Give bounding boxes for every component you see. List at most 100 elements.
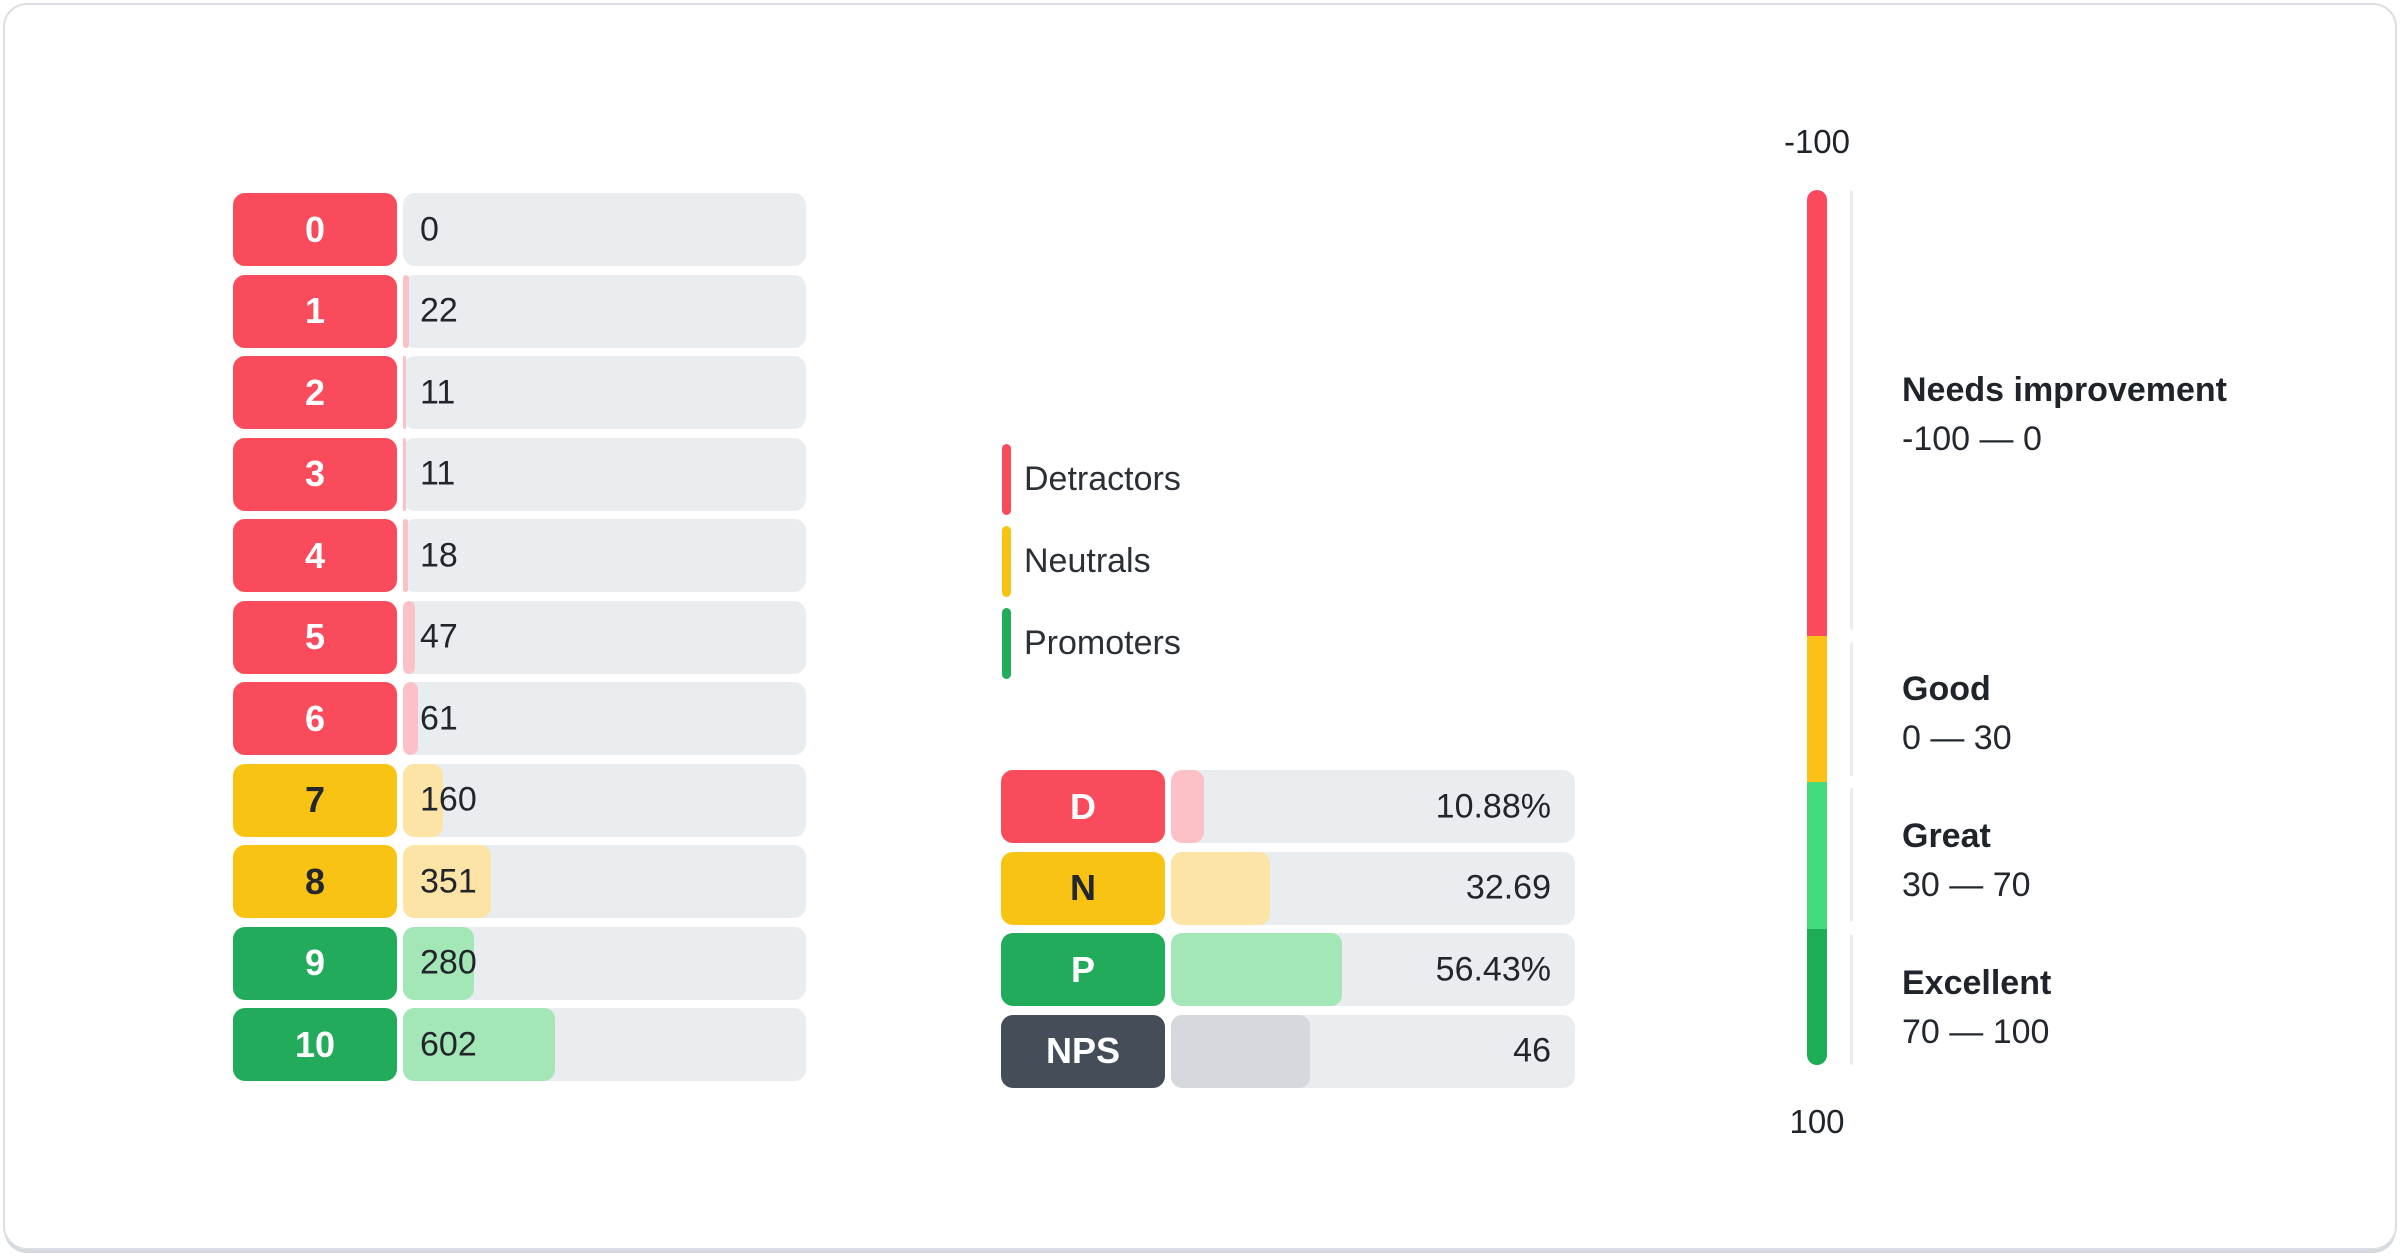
gauge-zone-label-excellent: Excellent 70 — 100 (1902, 959, 2051, 1057)
score-track-1: 22 (403, 274, 806, 348)
score-count-9: 280 (420, 943, 477, 982)
gauge-zone-label-great: Great 30 — 70 (1902, 812, 2031, 910)
legend-label-neutrals: Neutrals (1024, 542, 1151, 580)
summary-row-neutrals: N 32.69 (1001, 851, 1575, 925)
neutrals-value: 32.69 (1465, 868, 1551, 907)
score-row-2: 2 11 (233, 356, 806, 429)
neutrals-chip[interactable]: N (1001, 851, 1165, 925)
score-track-0: 0 (403, 193, 806, 266)
detractors-value: 10.88% (1435, 787, 1551, 825)
score-row-4: 4 18 (233, 519, 806, 592)
promoters-swatch-icon (1002, 608, 1011, 679)
score-chip-9[interactable]: 9 (233, 926, 397, 1000)
score-chip-10[interactable]: 10 (233, 1008, 397, 1081)
nps-fill (1171, 1014, 1311, 1088)
score-chip-1[interactable]: 1 (233, 274, 397, 348)
promoters-value: 56.43% (1435, 950, 1551, 988)
score-row-8: 8 351 (233, 845, 806, 918)
score-count-8: 351 (420, 862, 477, 900)
score-row-6: 6 61 (233, 682, 806, 755)
zone-title: Needs improvement (1902, 371, 2227, 409)
score-track-7: 160 (403, 763, 806, 837)
gauge-max-label: 100 (1789, 1103, 1845, 1140)
score-track-4: 18 (403, 519, 806, 592)
gauge-zone-label-needs-improvement: Needs improvement -100 — 0 (1902, 366, 2227, 464)
zone-title: Great (1902, 817, 1991, 855)
score-track-6: 61 (403, 682, 806, 755)
gauge-axis-segment (1850, 190, 1853, 630)
score-count-6: 61 (420, 699, 458, 737)
detractors-chip[interactable]: D (1001, 770, 1165, 843)
score-track-5: 47 (403, 600, 806, 674)
zone-range: 0 — 30 (1902, 719, 2012, 757)
legend-item-detractors[interactable]: Detractors (1002, 443, 1181, 516)
gauge-zone-needs-improvement (1807, 190, 1827, 637)
score-count-1: 22 (420, 291, 458, 330)
zone-title: Good (1902, 670, 1991, 708)
gauge-zone-good (1807, 636, 1827, 783)
zone-range: 30 — 70 (1902, 866, 2031, 904)
legend-item-neutrals[interactable]: Neutrals (1002, 525, 1181, 598)
score-row-1: 1 22 (233, 274, 806, 348)
score-chip-0[interactable]: 0 (233, 193, 397, 266)
summary-chart: D 10.88% N 32.69 P 56.43% NPS 46 (1001, 770, 1575, 1088)
score-count-4: 18 (420, 536, 458, 574)
promoters-track: 56.43% (1171, 933, 1575, 1006)
neutrals-swatch-icon (1002, 526, 1011, 597)
score-fill-2 (403, 356, 406, 429)
score-fill-6 (403, 682, 419, 755)
score-track-2: 11 (403, 356, 806, 429)
score-chip-3[interactable]: 3 (233, 437, 397, 511)
score-fill-1 (403, 274, 409, 348)
score-chip-8[interactable]: 8 (233, 845, 397, 918)
score-chip-5[interactable]: 5 (233, 600, 397, 674)
summary-row-promoters: P 56.43% (1001, 933, 1575, 1006)
score-count-3: 11 (420, 454, 456, 493)
score-row-0: 0 0 (233, 193, 806, 266)
zone-title: Excellent (1902, 964, 2052, 1002)
score-track-10: 602 (403, 1008, 806, 1081)
nps-value: 46 (1513, 1031, 1551, 1070)
score-count-10: 602 (420, 1025, 477, 1063)
score-fill-8 (403, 845, 492, 918)
score-row-3: 3 11 (233, 437, 806, 511)
legend-label-detractors: Detractors (1024, 460, 1181, 498)
score-fill-7 (403, 763, 444, 837)
score-count-0: 0 (420, 210, 439, 248)
gauge-axis-segment (1850, 788, 1853, 922)
score-chip-4[interactable]: 4 (233, 519, 397, 592)
score-row-5: 5 47 (233, 600, 806, 674)
score-count-2: 11 (420, 373, 456, 411)
score-count-7: 160 (420, 780, 477, 819)
score-chip-6[interactable]: 6 (233, 682, 397, 755)
score-chip-7[interactable]: 7 (233, 763, 397, 837)
gauge-min-label: -100 (1783, 123, 1851, 160)
detractors-swatch-icon (1002, 444, 1011, 515)
gauge-axis-segment (1850, 934, 1853, 1065)
gauge-zone-great (1807, 782, 1827, 929)
score-track-3: 11 (403, 437, 806, 511)
nps-track: 46 (1171, 1014, 1575, 1088)
score-chip-2[interactable]: 2 (233, 356, 397, 429)
detractors-fill (1171, 770, 1204, 843)
summary-row-detractors: D 10.88% (1001, 770, 1575, 843)
neutrals-fill (1171, 851, 1271, 925)
score-distribution-chart: 0 0 1 22 2 11 3 11 (233, 193, 806, 1081)
legend: Detractors Neutrals Promoters (1002, 443, 1181, 680)
score-track-9: 280 (403, 926, 806, 1000)
nps-chip[interactable]: NPS (1001, 1014, 1165, 1088)
score-track-8: 351 (403, 845, 806, 918)
score-fill-9 (403, 926, 474, 1000)
score-row-10: 10 602 (233, 1008, 806, 1081)
score-row-7: 7 160 (233, 763, 806, 837)
score-fill-10 (403, 1008, 555, 1081)
promoters-chip[interactable]: P (1001, 933, 1165, 1006)
neutrals-track: 32.69 (1171, 851, 1575, 925)
summary-row-nps: NPS 46 (1001, 1014, 1575, 1088)
score-fill-3 (403, 437, 406, 511)
legend-label-promoters: Promoters (1024, 624, 1181, 662)
legend-item-promoters[interactable]: Promoters (1002, 607, 1181, 680)
promoters-fill (1171, 933, 1342, 1006)
zone-range: 70 — 100 (1902, 1013, 2050, 1051)
score-row-9: 9 280 (233, 926, 806, 1000)
